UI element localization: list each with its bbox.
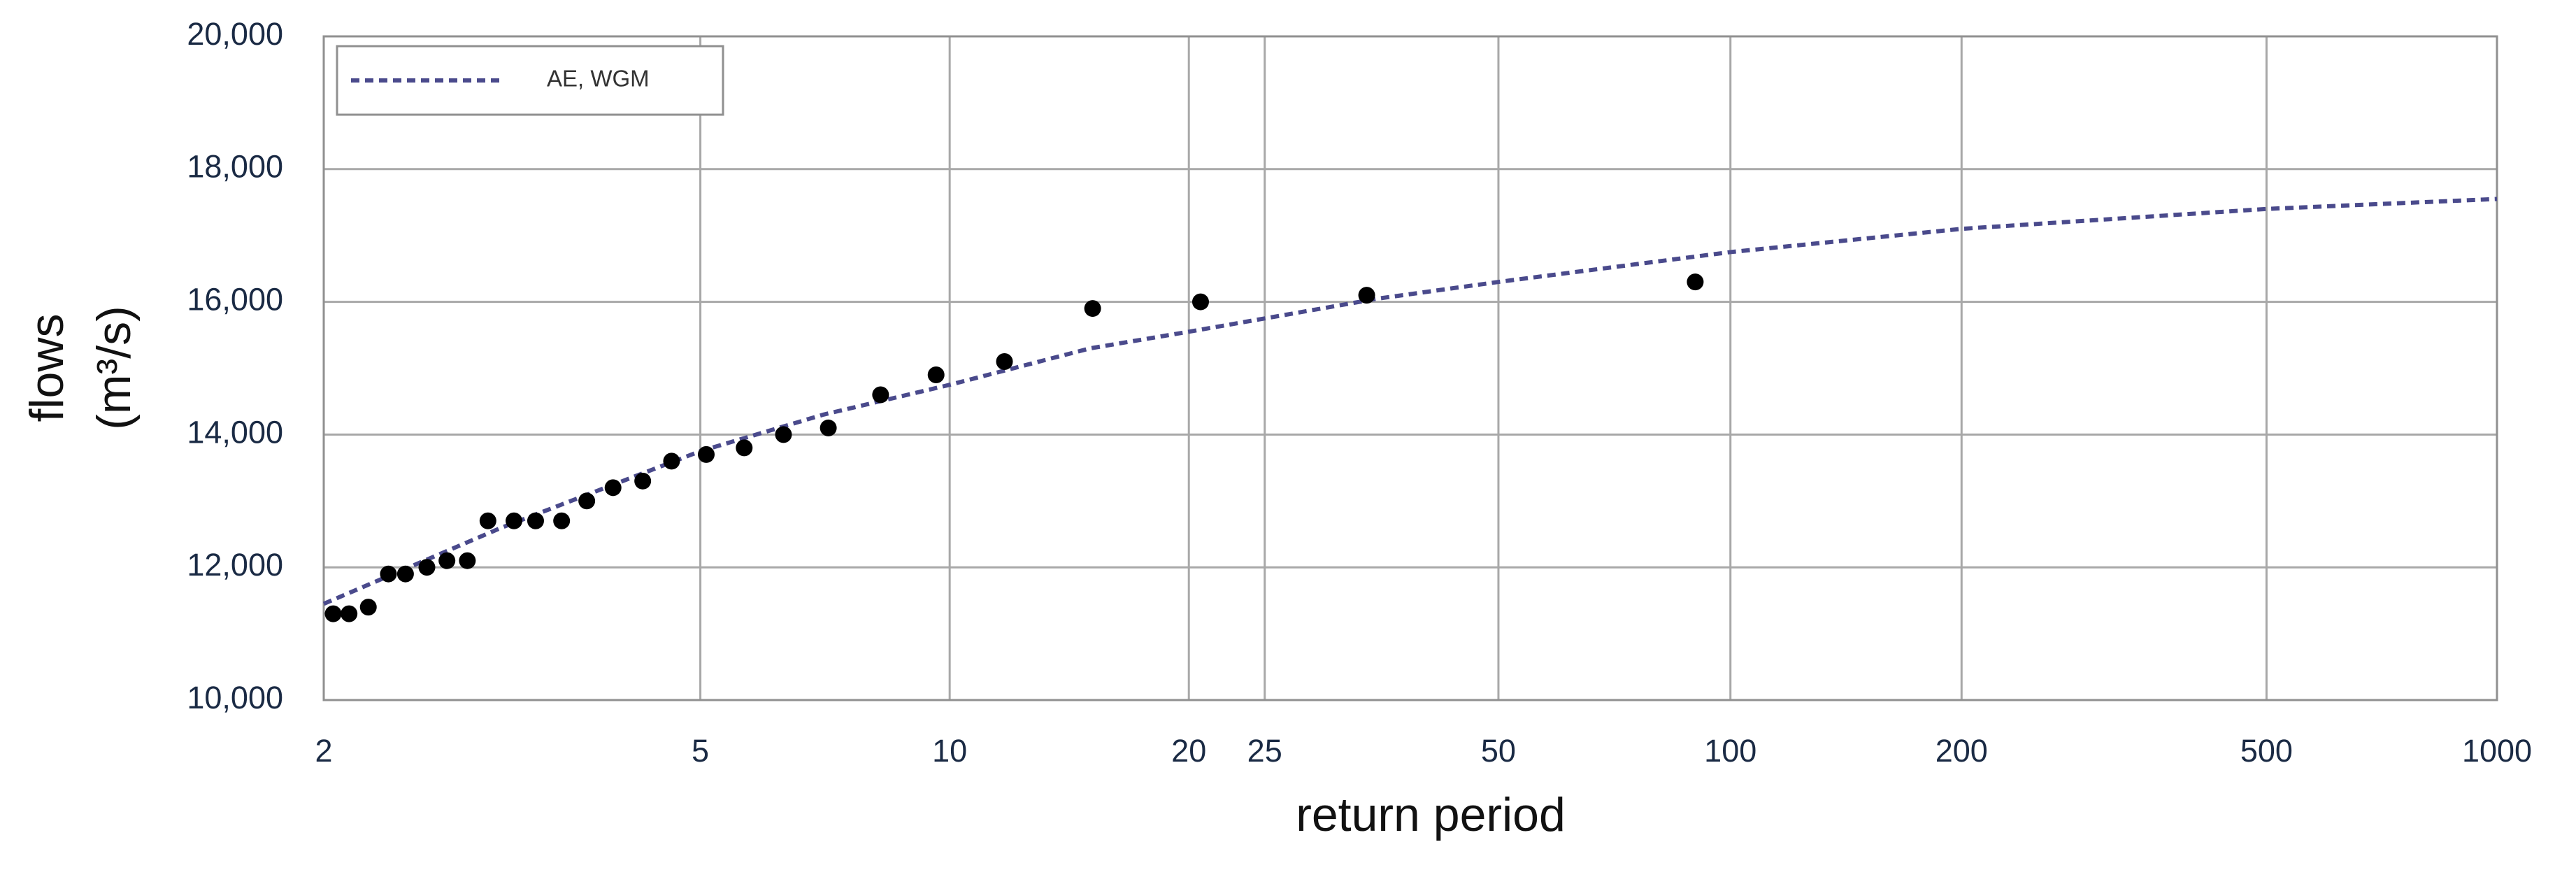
data-point (1358, 287, 1375, 304)
x-tick-label: 5 (692, 733, 709, 769)
data-point (418, 559, 436, 576)
y-tick-label: 20,000 (187, 16, 283, 52)
data-point (663, 452, 680, 470)
data-point (553, 512, 571, 529)
x-tick-label: 25 (1247, 733, 1282, 769)
data-point (506, 512, 523, 529)
x-tick-label: 100 (1704, 733, 1756, 769)
data-point (775, 426, 792, 443)
x-axis-label: return period (1296, 788, 1566, 841)
y-tick-label: 10,000 (187, 680, 283, 715)
x-tick-label: 20 (1171, 733, 1206, 769)
data-point (578, 492, 596, 510)
data-point (438, 552, 456, 569)
x-tick-label: 50 (1481, 733, 1516, 769)
x-tick-label: 500 (2240, 733, 2293, 769)
y-axis-label: (m³/s) (87, 306, 141, 429)
data-point (324, 605, 342, 622)
data-point (341, 605, 358, 622)
data-point (736, 439, 753, 457)
data-point (820, 419, 837, 436)
data-point (996, 353, 1013, 371)
data-point (380, 565, 397, 583)
y-tick-label: 14,000 (187, 414, 283, 450)
x-tick-label: 200 (1935, 733, 1988, 769)
data-point (527, 512, 544, 529)
y-axis-label: flows (20, 314, 73, 422)
data-point (604, 479, 622, 497)
x-tick-label: 1000 (2462, 733, 2532, 769)
data-point (1084, 300, 1101, 318)
y-tick-label: 18,000 (187, 149, 283, 185)
data-point (1687, 273, 1704, 291)
data-point (634, 472, 652, 490)
legend-label: AE, WGM (547, 66, 650, 92)
y-tick-label: 16,000 (187, 281, 283, 317)
data-point (396, 565, 414, 583)
data-point (359, 599, 377, 616)
fit-line (322, 197, 2498, 606)
plot-frame (322, 35, 2498, 701)
data-point (459, 552, 476, 569)
data-point (872, 386, 889, 404)
data-point (479, 512, 496, 529)
x-tick-label: 10 (932, 733, 967, 769)
x-tick-label: 2 (315, 733, 332, 769)
data-point (1192, 293, 1209, 311)
data-point (698, 445, 715, 463)
data-point (927, 366, 945, 383)
y-tick-label: 12,000 (187, 547, 283, 583)
